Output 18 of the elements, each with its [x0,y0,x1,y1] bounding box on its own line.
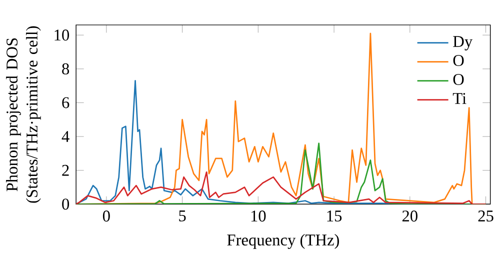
y-tick-label: 10 [54,30,70,41]
y-tick-label: 0 [62,198,70,210]
legend-label: O [453,55,464,66]
x-tick-label: 5 [179,210,186,222]
legend-label: Ti [452,93,466,104]
x-tick-label: 0 [102,210,110,222]
x-tick-label: 15 [327,210,342,222]
legend-label: Dy [453,36,473,50]
y-tick-label: 6 [62,97,70,108]
x-tick-label: 10 [251,210,266,222]
x-axis-title: Frequency (THz) [227,234,339,249]
y-axis-title: Phonon projected DOS (States/THz·primitive cell) [6,26,41,203]
x-tick-label: 25 [478,210,494,222]
y-tick-label: 8 [62,63,70,74]
y-tick-label: 2 [62,164,69,176]
legend-label: O [453,74,464,86]
x-tick-label: 20 [402,210,418,222]
y-tick-label: 4 [62,131,70,142]
